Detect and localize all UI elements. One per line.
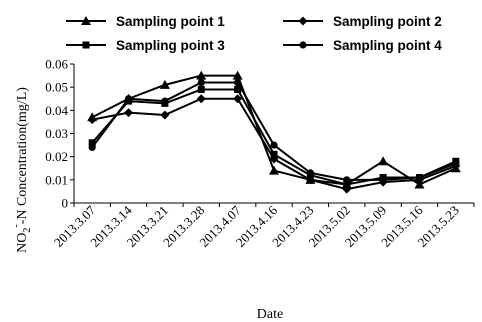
- circle-marker: [124, 95, 133, 103]
- y-tick-label: 0.01: [45, 172, 68, 187]
- diamond-marker: [87, 115, 97, 125]
- legend-label: Sampling point 2: [333, 14, 442, 29]
- circle-marker: [270, 141, 278, 149]
- triangle-marker: [196, 70, 207, 80]
- y-axis-title-main: NO: [15, 233, 30, 253]
- circle-marker: [452, 160, 460, 168]
- series-group: [87, 70, 461, 194]
- legend-label: Sampling point 1: [116, 14, 225, 29]
- y-tick-label: 0.03: [45, 126, 68, 141]
- triangle-marker: [81, 16, 91, 25]
- legend-item: Sampling point 3: [66, 38, 225, 53]
- series-line: [91, 81, 457, 181]
- triangle-marker: [159, 79, 170, 89]
- tick-labels: 00.010.020.030.040.050.062013.3.072013.3…: [45, 57, 462, 250]
- square-marker: [82, 41, 90, 49]
- diamond-marker: [233, 94, 243, 104]
- circle-marker: [234, 78, 242, 87]
- x-axis-title: Date: [257, 307, 283, 322]
- circle-marker: [299, 41, 307, 49]
- triangle-marker: [378, 156, 389, 166]
- legend-label: Sampling point 4: [333, 38, 442, 53]
- legend-item: Sampling point 2: [283, 14, 442, 29]
- square-marker: [270, 150, 278, 158]
- triangle-marker: [269, 165, 279, 175]
- square-marker: [197, 85, 205, 93]
- square-marker: [343, 180, 351, 188]
- legend: Sampling point 1 Sampling point 2 Sampling…: [66, 14, 442, 53]
- circle-marker: [306, 169, 314, 177]
- legend-label: Sampling point 3: [116, 38, 225, 53]
- y-axis-title: NO2--N Concentration(mg/L): [11, 87, 33, 253]
- series-4: [88, 78, 460, 184]
- diamond-marker: [196, 94, 206, 104]
- circle-marker: [161, 97, 169, 105]
- circle-marker: [343, 176, 351, 184]
- legend-item: Sampling point 1: [66, 14, 225, 29]
- diamond-marker: [124, 108, 134, 118]
- y-axis-title-superscript: -: [11, 224, 22, 227]
- square-marker: [234, 85, 242, 93]
- circle-marker: [197, 78, 205, 87]
- legend-item: Sampling point 4: [283, 38, 442, 53]
- y-tick-label: 0.02: [45, 149, 68, 164]
- circle-marker: [379, 176, 387, 184]
- circle-marker: [415, 173, 424, 182]
- series-1: [87, 70, 461, 189]
- axes: [70, 63, 475, 207]
- circle-marker: [88, 143, 96, 151]
- triangle-marker: [232, 70, 243, 80]
- y-tick-label: 0.06: [45, 57, 68, 72]
- y-tick-label: 0.05: [45, 80, 68, 95]
- diamond-marker: [160, 110, 170, 120]
- y-tick-label: 0.04: [45, 103, 68, 118]
- diamond-marker: [298, 16, 308, 26]
- y-tick-label: 0: [62, 196, 69, 211]
- y-axis-title-subscript: 2: [22, 228, 33, 233]
- y-axis-title-rest: -N Concentration(mg/L): [15, 87, 30, 225]
- square-marker: [88, 139, 96, 147]
